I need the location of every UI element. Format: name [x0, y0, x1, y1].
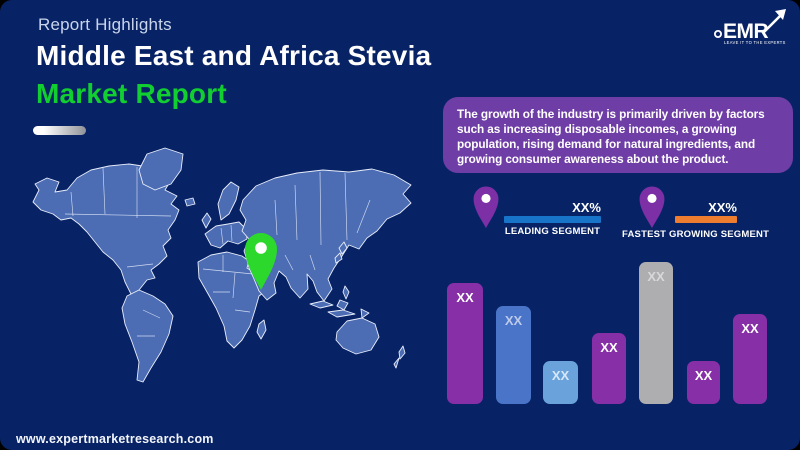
- island-madagascar: [256, 319, 267, 340]
- island-philippines: [342, 285, 350, 300]
- island-japan-north: [338, 241, 348, 255]
- chart-bar-label: XX: [600, 340, 618, 355]
- fastest-growing-segment-bar: [675, 216, 737, 223]
- chart-bar-label: XX: [694, 368, 713, 383]
- leading-segment-value: XX%: [572, 200, 601, 215]
- continents: [32, 147, 412, 383]
- info-box-text: The growth of the industry is primarily …: [457, 107, 765, 166]
- emr-logo: EMR LEAVE IT TO THE EXPERTS: [714, 9, 786, 45]
- fastest-growing-segment-value: XX%: [708, 200, 737, 215]
- island-britain: [201, 212, 212, 229]
- page-title-accent: Market Report: [36, 78, 227, 109]
- island-sumatra: [309, 300, 334, 309]
- region-scandinavia: [217, 181, 240, 221]
- fastest-growing-segment-pin-icon: [639, 186, 665, 229]
- chart-bar-label: XX: [647, 269, 665, 284]
- chart-bar-label: XX: [504, 313, 523, 328]
- chart-bar: XX: [733, 314, 767, 404]
- island-japan-south: [334, 252, 343, 264]
- info-box: The growth of the industry is primarily …: [443, 97, 793, 173]
- chart-bar-label: XX: [741, 321, 759, 336]
- title-underline-pill: [33, 126, 86, 135]
- map-location-pin-icon: [245, 233, 277, 290]
- chart-bar-label: XX: [456, 290, 474, 305]
- chart-bar: XX: [496, 306, 531, 404]
- chart-bar: XX: [543, 361, 578, 404]
- continent-north-america: [32, 163, 180, 313]
- continent-australia: [335, 317, 380, 355]
- logo-arrowhead-icon: [775, 9, 786, 20]
- leading-segment-bar: [504, 216, 601, 223]
- leading-segment-label: LEADING SEGMENT: [504, 226, 601, 237]
- island-borneo: [336, 299, 349, 311]
- island-new-guinea: [360, 308, 370, 319]
- chart-bar: XX: [639, 262, 673, 404]
- chart-bar-label: XX: [551, 368, 570, 383]
- world-map: [32, 147, 412, 383]
- logo-text: EMR: [723, 20, 769, 43]
- country-borders: [64, 167, 371, 337]
- logo-circle-icon: [714, 29, 722, 38]
- website-link[interactable]: www.expertmarketresearch.com: [16, 432, 214, 446]
- report-highlights-eyebrow: Report Highlights: [38, 15, 172, 34]
- leading-segment-pin-icon: [473, 186, 499, 229]
- chart-bar: XX: [687, 361, 720, 404]
- island-iceland: [184, 197, 196, 207]
- logo-arrow-icon: [762, 14, 782, 34]
- logo-tagline: LEAVE IT TO THE EXPERTS: [724, 40, 786, 45]
- island-greenland: [138, 147, 184, 191]
- island-java: [327, 309, 356, 318]
- continent-europe: [204, 221, 248, 249]
- fastest-growing-segment-label: FASTEST GROWING SEGMENT: [622, 229, 770, 240]
- chart-bar: XX: [592, 333, 626, 404]
- island-new-zealand-north: [398, 345, 406, 360]
- island-new-zealand-south: [393, 357, 400, 369]
- chart-bar: XX: [447, 283, 483, 404]
- page-title: Middle East and Africa Stevia: [36, 40, 432, 71]
